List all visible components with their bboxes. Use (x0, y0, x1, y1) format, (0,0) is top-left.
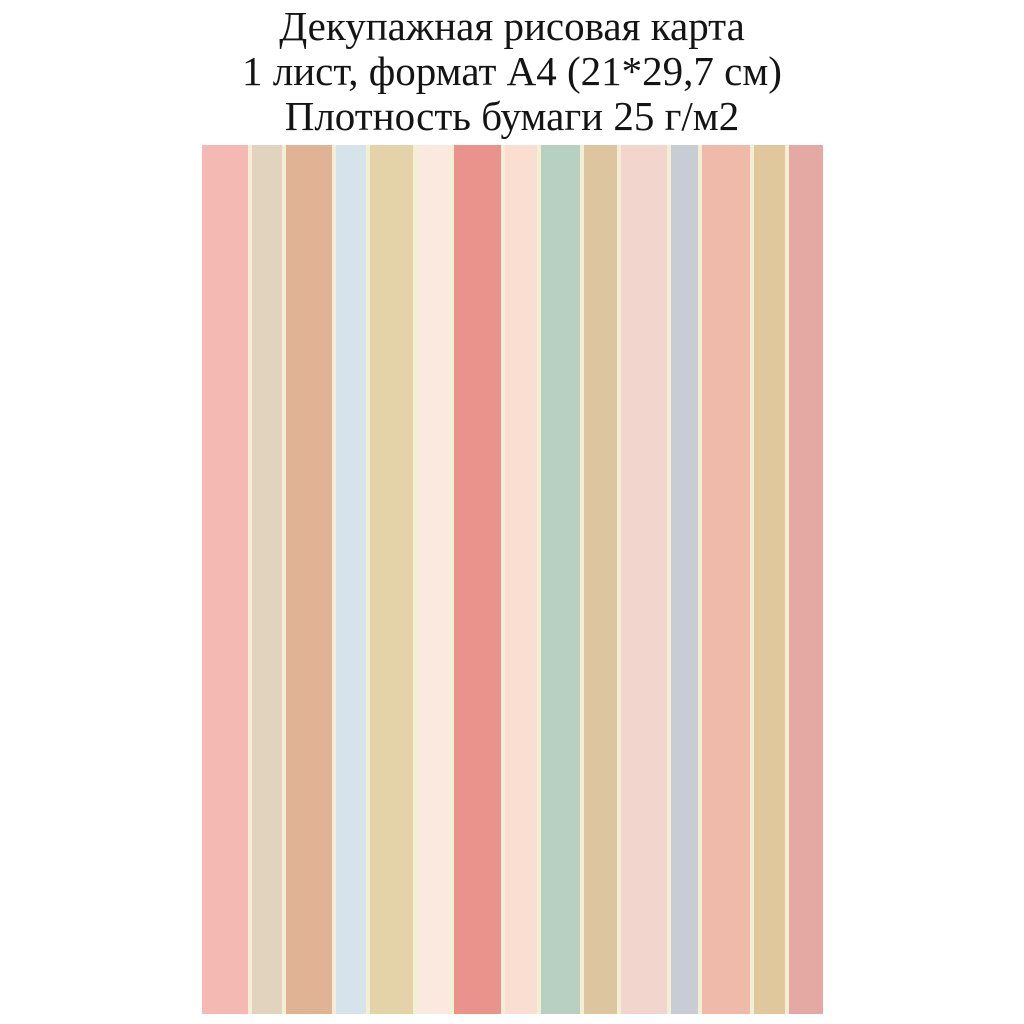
stripe-pale-peach (505, 145, 537, 1014)
stripe-blue-gray (671, 145, 698, 1014)
stripe-salmon-peach (702, 145, 750, 1014)
stripe-pale-pink (417, 145, 450, 1014)
stripe-sage-green (541, 145, 580, 1014)
stripe-light-blue (336, 145, 366, 1014)
product-title: Декупажная рисовая карта (279, 3, 745, 49)
stripe-light-pink (621, 145, 667, 1014)
stripe-coral (454, 145, 501, 1014)
stripe-tan (754, 145, 785, 1014)
product-format: 1 лист, формат А4 (21*29,7 см) (242, 48, 782, 94)
stripe-camel (286, 145, 332, 1014)
product-paper-density: Плотность бумаги 25 г/м2 (284, 93, 740, 139)
stripe-dusty-rose (789, 145, 823, 1014)
product-description: Декупажная рисовая карта 1 лист, формат … (0, 4, 1024, 139)
stripe-tan-khaki (584, 145, 617, 1014)
stripe-salmon-pink (202, 145, 248, 1014)
striped-rice-paper-preview (202, 145, 823, 1014)
stripe-light-beige (252, 145, 282, 1014)
stripe-khaki (370, 145, 413, 1014)
